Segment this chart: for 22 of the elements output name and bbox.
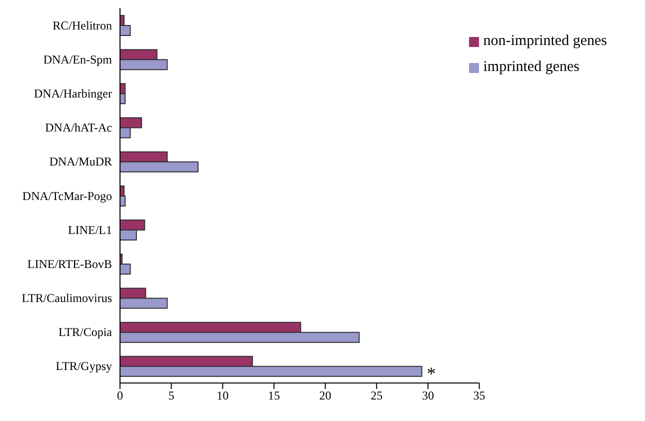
- y-tick-label: DNA/hAT-Ac: [45, 120, 112, 135]
- y-tick-label: LTR/Copia: [58, 325, 113, 340]
- x-tick-label: 25: [370, 388, 383, 403]
- x-tick-label: 10: [216, 388, 229, 403]
- y-tick-label: DNA/MuDR: [49, 154, 112, 169]
- y-tick-label: LINE/RTE-BovB: [27, 256, 112, 271]
- y-tick-label: LTR/Caulimovirus: [22, 291, 112, 306]
- y-tick-label: LINE/L1: [68, 222, 112, 237]
- x-tick-label: 15: [268, 388, 280, 403]
- annotation: *: [426, 363, 436, 384]
- legend-label: non-imprinted genes: [483, 33, 607, 49]
- y-tick-label: DNA/Harbinger: [34, 86, 112, 100]
- y-tick-label: DNA/TcMar-Pogo: [22, 188, 112, 203]
- legend-label: imprinted genes: [483, 59, 580, 75]
- x-tick-label: 30: [422, 388, 434, 403]
- y-tick-label: RC/Helitron: [52, 18, 112, 32]
- y-tick-label: DNA/En-Spm: [43, 52, 113, 66]
- x-tick-label: 5: [168, 388, 174, 403]
- y-tick-label: LTR/Gypsy: [56, 359, 112, 374]
- x-tick-label: 35: [473, 388, 486, 403]
- x-tick-label: 0: [117, 388, 123, 403]
- x-tick-label: 20: [319, 388, 332, 403]
